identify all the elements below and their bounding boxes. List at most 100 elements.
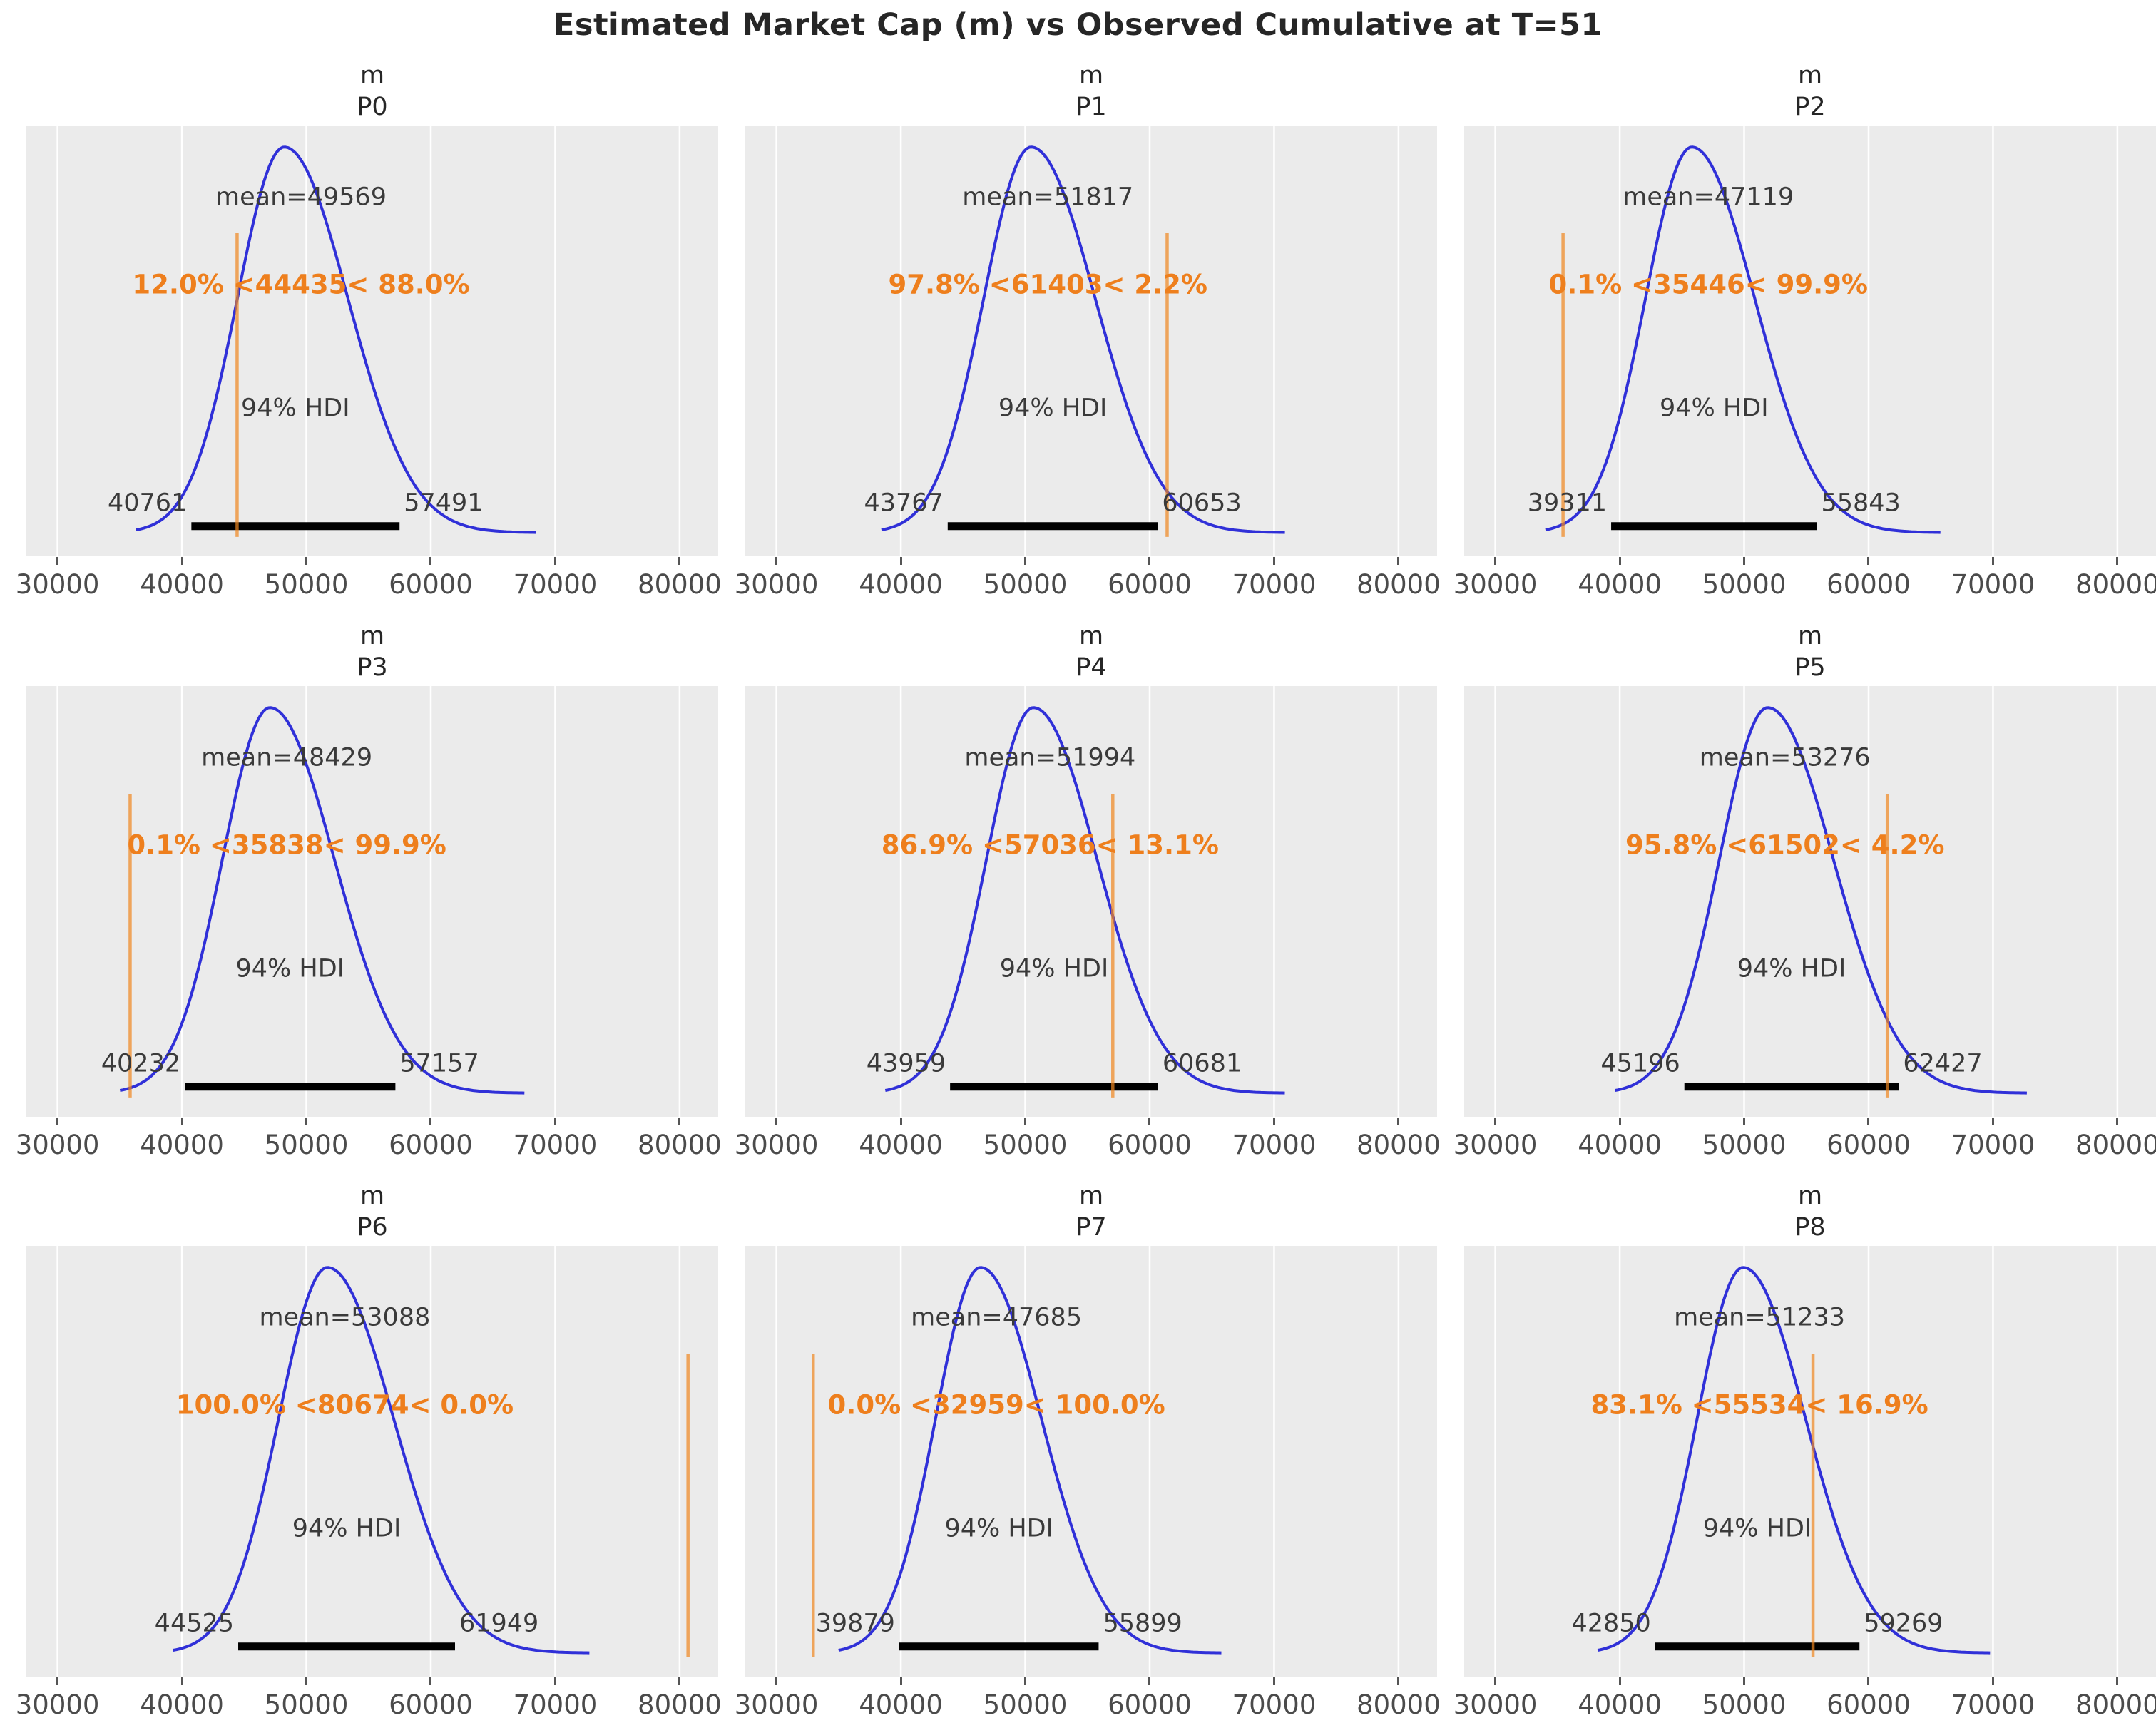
subplot-name-label: P7 <box>1076 1213 1107 1242</box>
x-tick-mark <box>1618 1118 1621 1125</box>
x-tick-label: 50000 <box>1702 569 1787 600</box>
kde-curve <box>136 145 536 534</box>
hdi-upper-label: 62427 <box>1903 1050 1982 1078</box>
panel-background <box>745 126 1437 556</box>
hdi-lower-label: 43767 <box>864 489 943 518</box>
hdi-prob-label: 94% HDI <box>944 1515 1053 1543</box>
hdi-prob-label: 94% HDI <box>1703 1515 1812 1543</box>
x-tick-label: 60000 <box>389 569 473 600</box>
subplot-title-P3: m P3 <box>26 620 718 683</box>
kde-curve <box>1597 1266 1991 1655</box>
mean-label: mean=49569 <box>215 183 387 212</box>
kde-curve <box>173 1266 590 1655</box>
kde-curve <box>881 145 1285 534</box>
x-tick-mark <box>775 1677 778 1685</box>
x-tick-mark <box>305 1677 308 1685</box>
x-tick-mark <box>2116 1677 2119 1685</box>
subplot-name-label: P2 <box>1794 93 1826 121</box>
x-tick-mark <box>1148 1118 1151 1125</box>
mean-label: mean=48429 <box>201 744 372 772</box>
x-tick-label: 70000 <box>1951 569 2035 600</box>
mean-label: mean=47685 <box>911 1304 1082 1332</box>
subplot-name-label: P4 <box>1076 653 1107 682</box>
x-tick-mark <box>56 1118 59 1125</box>
x-tick-mark <box>429 1677 432 1685</box>
x-tick-label: 60000 <box>389 1689 473 1720</box>
mean-label: mean=47119 <box>1623 183 1794 212</box>
panel-background <box>26 1246 718 1677</box>
hdi-prob-label: 94% HDI <box>998 394 1108 423</box>
x-tick-mark <box>775 1118 778 1125</box>
kde-curve <box>884 706 1285 1095</box>
x-tick-mark <box>1867 1118 1870 1125</box>
x-tick-label: 30000 <box>15 1689 100 1720</box>
x-tick-mark <box>1743 557 1746 565</box>
hdi-upper-label: 57157 <box>399 1050 479 1078</box>
x-tick-label: 40000 <box>1578 569 1662 600</box>
x-tick-mark <box>1618 1677 1621 1685</box>
kde-curve <box>1545 145 1941 534</box>
hdi-upper-label: 60653 <box>1162 489 1241 518</box>
mean-label: mean=51817 <box>962 183 1133 212</box>
subplot-var-label: m <box>359 622 385 650</box>
x-tick-label: 50000 <box>1702 1689 1787 1720</box>
x-tick-mark <box>180 1677 183 1685</box>
x-tick-label: 50000 <box>983 569 1068 600</box>
mean-label: mean=53088 <box>259 1304 430 1332</box>
x-tick-label: 30000 <box>1453 1689 1538 1720</box>
x-tick-mark <box>1867 557 1870 565</box>
hdi-prob-label: 94% HDI <box>1000 955 1109 983</box>
x-tick-mark <box>180 557 183 565</box>
subplot-name-label: P5 <box>1794 653 1826 682</box>
x-tick-mark <box>678 1677 681 1685</box>
subplot-var-label: m <box>1797 622 1823 650</box>
x-tick-label: 40000 <box>140 569 224 600</box>
panel-background <box>1464 1246 2156 1677</box>
subplot-title-P7: m P7 <box>745 1180 1437 1243</box>
ref-stat-label: 97.8% <61403< 2.2% <box>889 270 1207 300</box>
x-tick-label: 80000 <box>1357 569 1441 600</box>
x-tick-label: 60000 <box>389 1130 473 1160</box>
x-tick-label: 60000 <box>1108 569 1192 600</box>
subplot-panel-P0: mean=49569 12.0% <44435< 88.0% 94% HDI 4076… <box>26 126 718 556</box>
x-tick-label: 30000 <box>734 1130 819 1160</box>
x-tick-mark <box>429 557 432 565</box>
x-tick-mark <box>305 1118 308 1125</box>
x-tick-mark <box>1991 1677 1994 1685</box>
subplot-name-label: P3 <box>357 653 388 682</box>
x-tick-mark <box>1397 1118 1400 1125</box>
subplot-var-label: m <box>1078 622 1104 650</box>
x-tick-label: 80000 <box>2075 569 2156 600</box>
panel-background <box>1464 126 2156 556</box>
panel-background <box>745 1246 1437 1677</box>
subplot-title-P5: m P5 <box>1464 620 2156 683</box>
x-tick-mark <box>1397 557 1400 565</box>
x-tick-label: 80000 <box>2075 1689 2156 1720</box>
x-tick-label: 50000 <box>264 1689 349 1720</box>
x-tick-label: 80000 <box>638 569 722 600</box>
hdi-lower-label: 40232 <box>101 1050 180 1078</box>
subplot-panel-P6: mean=53088 100.0% <80674< 0.0% 94% HDI 4452… <box>26 1246 718 1677</box>
subplot-name-label: P0 <box>357 93 388 121</box>
x-tick-label: 40000 <box>859 1689 943 1720</box>
subplot-var-label: m <box>1797 61 1823 90</box>
x-tick-label: 30000 <box>1453 569 1538 600</box>
x-tick-mark <box>1494 557 1497 565</box>
hdi-prob-label: 94% HDI <box>241 394 350 423</box>
subplot-panel-P5: mean=53276 95.8% <61502< 4.2% 94% HDI 45196… <box>1464 686 2156 1117</box>
x-tick-label: 70000 <box>1232 569 1317 600</box>
ref-stat-label: 86.9% <57036< 13.1% <box>882 830 1219 861</box>
hdi-upper-label: 55843 <box>1821 489 1900 518</box>
x-tick-mark <box>2116 557 2119 565</box>
x-tick-mark <box>1148 1677 1151 1685</box>
subplot-panel-P3: mean=48429 0.1% <35838< 99.9% 94% HDI 40232… <box>26 686 718 1117</box>
x-tick-label: 60000 <box>1827 569 1911 600</box>
x-tick-label: 80000 <box>638 1130 722 1160</box>
subplot-panel-P2: mean=47119 0.1% <35446< 99.9% 94% HDI 39311… <box>1464 126 2156 556</box>
subplot-var-label: m <box>1078 1182 1104 1210</box>
x-tick-label: 30000 <box>734 1689 819 1720</box>
hdi-lower-label: 39311 <box>1528 489 1607 518</box>
x-tick-mark <box>180 1118 183 1125</box>
subplot-name-label: P6 <box>357 1213 388 1242</box>
